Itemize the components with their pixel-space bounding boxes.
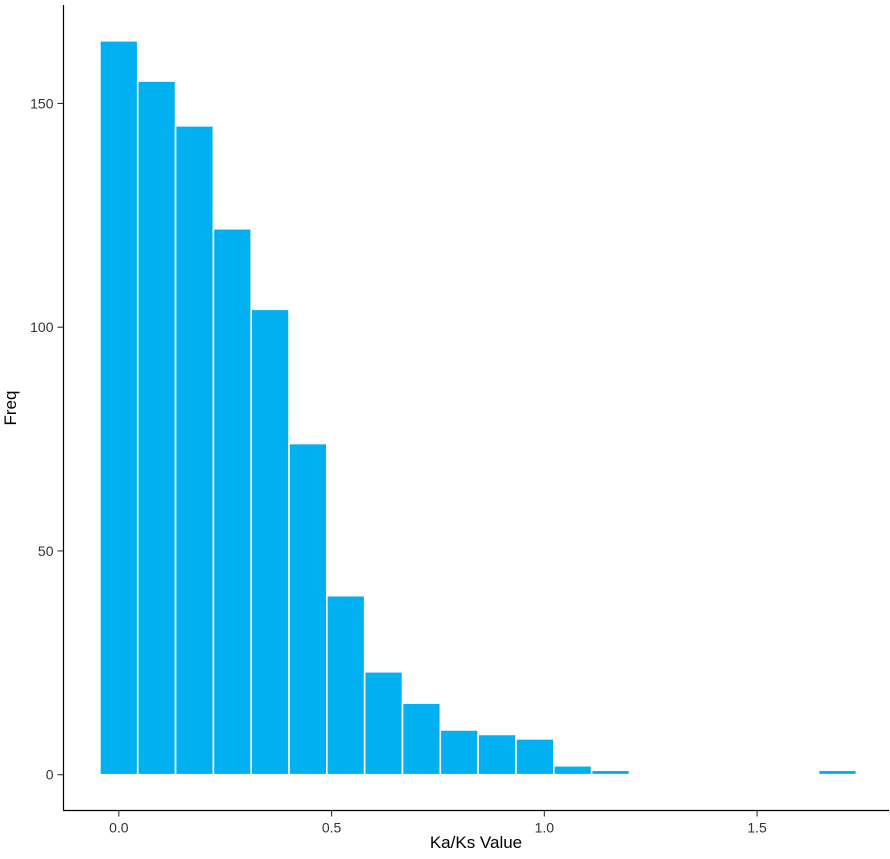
x-tick-label-1: 0.5 xyxy=(322,820,342,836)
histogram-bar-2 xyxy=(174,125,215,776)
histogram-bar-13 xyxy=(590,769,631,776)
histogram-bar-9 xyxy=(439,729,479,776)
histogram-bar-1 xyxy=(136,80,177,776)
x-axis-ticks: 0.0 0.5 1.0 1.5 xyxy=(109,810,767,836)
histogram-bars xyxy=(99,39,858,776)
x-tick-label-2: 1.0 xyxy=(535,820,555,836)
histogram-bar-7 xyxy=(363,670,404,776)
x-tick-label-3: 1.5 xyxy=(747,820,767,836)
histogram-bar-0 xyxy=(99,39,139,776)
y-tick-label-3: 150 xyxy=(30,95,54,111)
x-axis-title: Ka/Ks Value xyxy=(430,833,522,852)
histogram-bar-3 xyxy=(212,227,253,776)
histogram-bar-5 xyxy=(288,442,328,776)
histogram-bar-8 xyxy=(401,702,442,776)
histogram-bar-10 xyxy=(477,733,517,776)
x-tick-label-0: 0.0 xyxy=(109,820,129,836)
y-tick-label-2: 100 xyxy=(30,319,54,335)
histogram-bar-11 xyxy=(515,738,555,776)
y-tick-label-1: 50 xyxy=(38,543,54,559)
histogram-bar-19 xyxy=(817,769,858,776)
histogram-bar-6 xyxy=(326,594,366,776)
histogram-bar-4 xyxy=(250,308,290,776)
y-tick-label-0: 0 xyxy=(46,767,54,783)
y-axis-ticks: 0 50 100 150 xyxy=(30,95,64,783)
y-axis-title: Freq xyxy=(1,391,20,426)
histogram-bar-12 xyxy=(553,764,593,776)
